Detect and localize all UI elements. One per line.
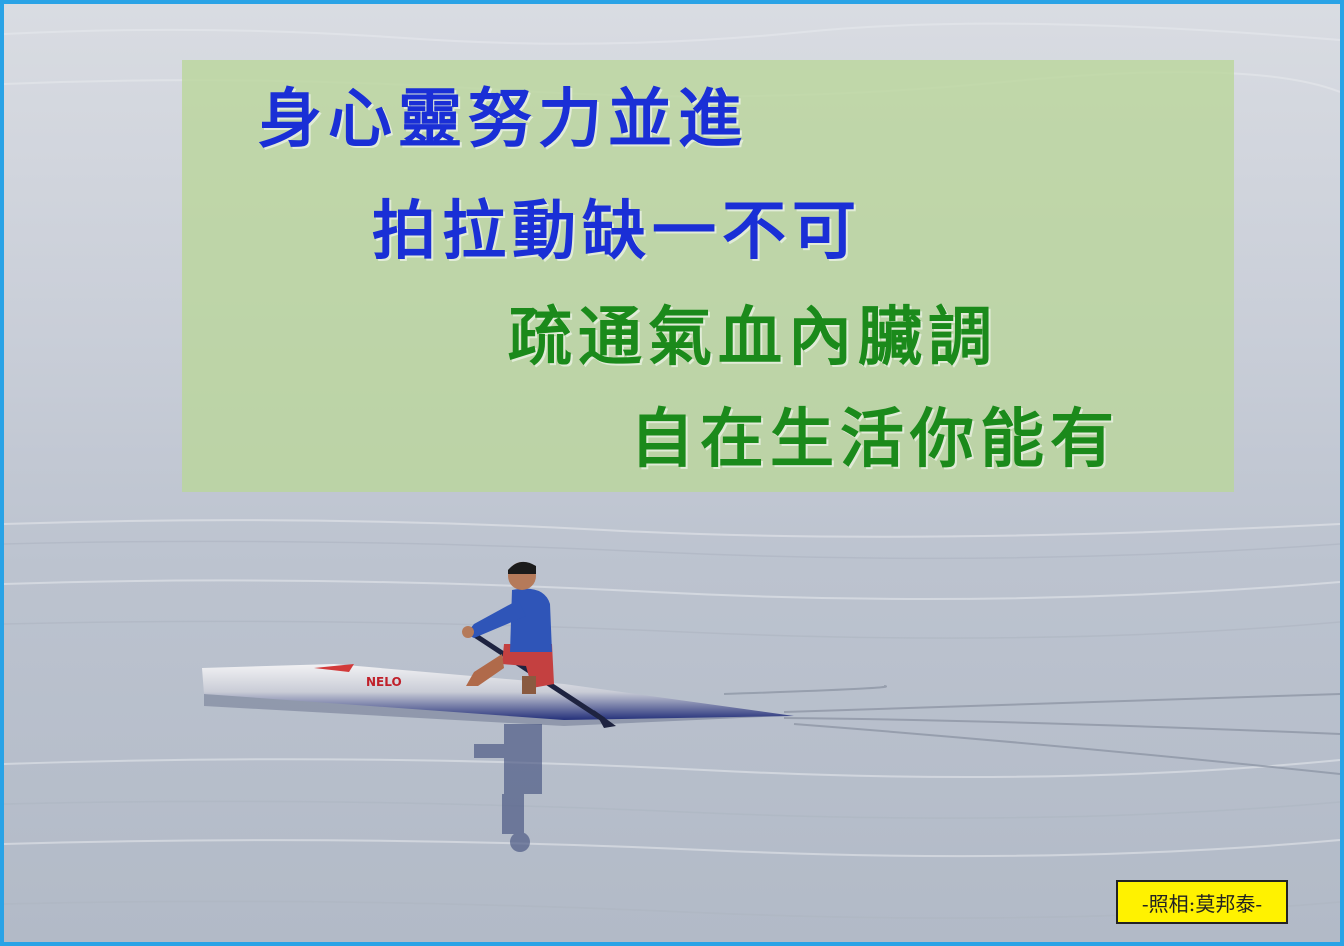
poem-line-2: 拍拉動缺一不可: [372, 195, 862, 269]
photo-credit: -照相:莫邦泰-: [1116, 880, 1288, 924]
boat-label: NELO: [366, 675, 402, 689]
poem-line-4: 自在生活你能有: [630, 403, 1120, 477]
poem-panel: [182, 60, 1234, 492]
poem-line-1: 身心靈努力並進: [258, 83, 748, 157]
poem-line-3: 疏通氣血內臟調: [508, 301, 998, 375]
